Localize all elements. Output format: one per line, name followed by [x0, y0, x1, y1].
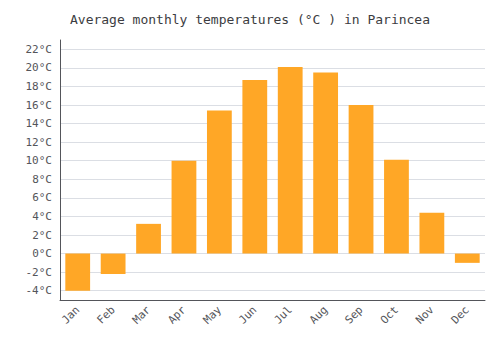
svg-text:Jan: Jan: [59, 303, 82, 326]
svg-text:6°C: 6°C: [32, 191, 52, 204]
svg-text:Nov: Nov: [413, 303, 436, 326]
svg-text:Jul: Jul: [272, 303, 295, 326]
svg-text:0°C: 0°C: [32, 247, 52, 260]
svg-text:4°C: 4°C: [32, 210, 52, 223]
svg-text:22°C: 22°C: [26, 43, 53, 56]
svg-text:Feb: Feb: [94, 303, 117, 326]
svg-text:Apr: Apr: [165, 303, 188, 326]
svg-text:18°C: 18°C: [26, 80, 53, 93]
svg-text:20°C: 20°C: [26, 61, 53, 74]
svg-text:Sep: Sep: [342, 303, 365, 326]
svg-text:Oct: Oct: [378, 303, 401, 326]
svg-text:May: May: [201, 303, 224, 326]
svg-text:10°C: 10°C: [26, 154, 53, 167]
svg-text:Mar: Mar: [130, 303, 153, 326]
svg-text:-4°C: -4°C: [26, 284, 53, 297]
svg-text:Dec: Dec: [449, 303, 472, 326]
svg-text:12°C: 12°C: [26, 136, 53, 149]
svg-text:14°C: 14°C: [26, 117, 53, 130]
svg-text:-2°C: -2°C: [26, 266, 53, 279]
svg-text:Average monthly temperatures (: Average monthly temperatures (°C ) in Pa…: [70, 12, 430, 27]
svg-text:8°C: 8°C: [32, 173, 52, 186]
svg-text:Aug: Aug: [307, 303, 330, 326]
svg-text:Jun: Jun: [236, 303, 259, 326]
svg-text:16°C: 16°C: [26, 99, 53, 112]
svg-text:2°C: 2°C: [32, 229, 52, 242]
